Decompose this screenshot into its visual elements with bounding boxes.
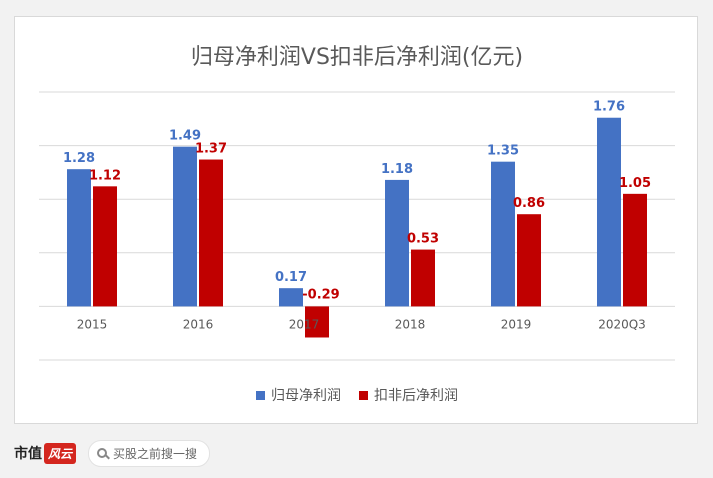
legend-swatch bbox=[359, 390, 368, 400]
data-label: 0.53 bbox=[407, 232, 439, 247]
bar-deducted-net-profit bbox=[517, 214, 541, 307]
data-label: 0.17 bbox=[275, 270, 307, 285]
bar-parent-net-profit bbox=[173, 146, 197, 307]
x-tick-label: 2015 bbox=[77, 317, 108, 331]
bar-parent-net-profit bbox=[491, 161, 515, 307]
data-label: 1.18 bbox=[381, 162, 413, 177]
legend-label: 归母净利润 bbox=[271, 388, 341, 404]
bar-chart: 1.28 1.12 2015 1.491.37 2016 0.17 -0.29 2017 1.1… bbox=[39, 91, 675, 361]
x-tick-label: 2020Q3 bbox=[598, 317, 646, 331]
data-label: 1.76 bbox=[593, 100, 625, 115]
brand-text: 市值 bbox=[14, 446, 42, 462]
data-label: 1.05 bbox=[619, 176, 651, 191]
data-label: 1.12 bbox=[89, 168, 121, 183]
brand-logo[interactable]: 市值 风云 bbox=[14, 442, 77, 464]
data-label: 0.86 bbox=[513, 196, 545, 211]
x-tick-label: 2017 bbox=[289, 317, 320, 331]
chart-card: 归母净利润VS扣非后净利润(亿元) 1.28 1.12 2015 1.49 1.37 20… bbox=[14, 16, 698, 424]
data-label: 1.49 bbox=[169, 129, 201, 144]
x-tick-label: 2018 bbox=[395, 317, 426, 331]
search-box[interactable]: 买股之前搜一搜 bbox=[88, 439, 211, 467]
x-tick-label: 2019 bbox=[501, 317, 532, 331]
bar-deducted-net-profit bbox=[305, 306, 329, 338]
search-placeholder: 买股之前搜一搜 bbox=[113, 446, 198, 461]
legend-swatch bbox=[256, 390, 265, 400]
bar-deducted-net-profit bbox=[93, 186, 117, 307]
data-label: 1.37 bbox=[195, 142, 227, 157]
bar-parent-net-profit bbox=[279, 288, 303, 307]
chart-title: 归母净利润VS扣非后净利润(亿元) bbox=[190, 45, 524, 70]
bar-deducted-net-profit bbox=[623, 193, 647, 307]
legend-label: 扣非后净利润 bbox=[374, 388, 458, 404]
chart-legend: 归母净利润 扣非后净利润 bbox=[15, 385, 699, 405]
legend-item: 扣非后净利润 bbox=[359, 385, 458, 405]
bar-parent-net-profit bbox=[597, 117, 621, 307]
data-label: 1.35 bbox=[487, 144, 519, 159]
bar-parent-net-profit bbox=[385, 179, 409, 307]
legend-item: 归母净利润 bbox=[256, 385, 341, 405]
bar-deducted-net-profit bbox=[199, 159, 223, 307]
footer: 市值 风云 买股之前搜一搜 bbox=[14, 439, 211, 467]
data-label: 1.28 bbox=[63, 151, 95, 166]
data-label: -0.29 bbox=[302, 287, 339, 302]
brand-mark: 风云 bbox=[44, 442, 77, 464]
x-tick-label: 2016 bbox=[183, 317, 214, 331]
search-icon bbox=[97, 448, 108, 458]
bar-parent-net-profit bbox=[67, 169, 91, 307]
bar-deducted-net-profit bbox=[411, 249, 435, 307]
